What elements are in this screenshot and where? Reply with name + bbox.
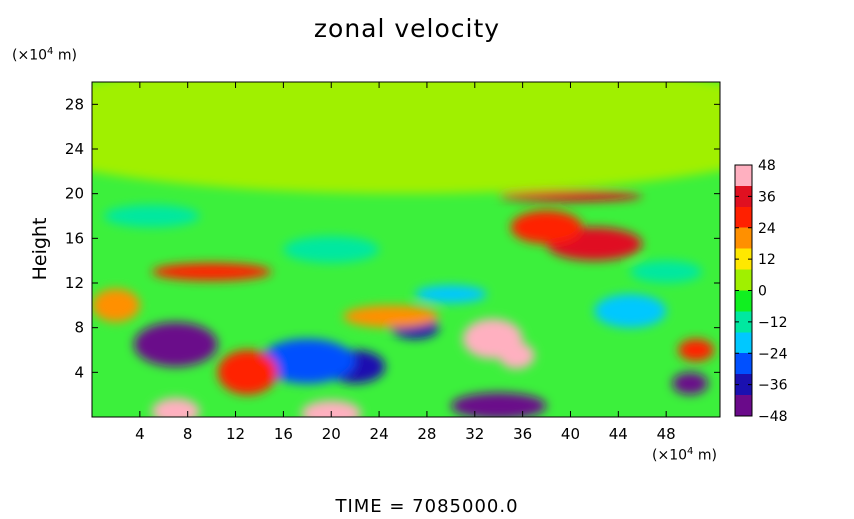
plot-frame: [91, 81, 721, 418]
heatmap-feature-18: [103, 204, 200, 228]
y-tick-label: 24: [65, 140, 84, 158]
x-tick-label: 44: [609, 425, 628, 443]
y-unit-suffix: m): [53, 47, 77, 64]
heatmap-feature-11: [151, 398, 200, 417]
colorbar-tick-label: −48: [758, 409, 788, 425]
heatmap-feature-0: [92, 82, 720, 194]
heatmap-feature-16: [151, 262, 272, 281]
x-tick-label: 40: [561, 425, 580, 443]
y-unit-prefix: (×10: [12, 47, 48, 64]
y-unit-exponent: 4: [47, 46, 54, 57]
x-unit-suffix: m): [693, 447, 717, 464]
y-tick-label: 8: [74, 319, 84, 337]
colorbar-tick-label: −12: [758, 315, 788, 331]
x-tick-label: 28: [417, 425, 436, 443]
colorbar-tick-label: −24: [758, 346, 788, 362]
colorbar-tick-label: 0: [758, 284, 767, 300]
heatmap-feature-1: [133, 322, 218, 367]
x-tick-label: 16: [274, 425, 293, 443]
y-tick-label: 4: [74, 363, 84, 381]
colorbar-tick-label: 12: [758, 252, 776, 268]
x-tick-label: 24: [370, 425, 389, 443]
y-tick-label: 16: [65, 229, 84, 247]
chart-title: zonal velocity: [313, 14, 501, 43]
x-tick-label: 12: [226, 425, 245, 443]
heatmap-feature-21: [414, 285, 487, 304]
heatmap-feature-17: [343, 305, 439, 328]
heatmap-feature-13: [672, 372, 709, 395]
heatmap-feature-20: [498, 190, 643, 202]
time-label: TIME = 7085000.0: [335, 496, 519, 517]
heatmap-feature-9: [510, 210, 583, 244]
x-unit-prefix: (×10: [652, 447, 688, 464]
heatmap-feature-7: [498, 342, 535, 369]
heatmap-feature-15: [678, 338, 715, 362]
heatmap-feature-5: [217, 350, 278, 395]
x-tick-label: 20: [322, 425, 341, 443]
colorbar-tick-label: −36: [758, 378, 788, 394]
heatmap-field: [92, 82, 720, 417]
y-axis-unit: (×104 m): [12, 46, 77, 64]
heatmap-feature-10: [301, 400, 362, 417]
x-axis-unit: (×104 m): [652, 446, 717, 464]
y-tick-label: 28: [65, 95, 84, 113]
heatmap-feature-12: [450, 392, 547, 417]
x-tick-label: 4: [135, 425, 145, 443]
heatmap-feature-22: [630, 260, 703, 284]
heatmap-feature-19: [283, 236, 380, 263]
y-tick-label: 12: [65, 274, 84, 292]
colorbar-tick-label: 36: [758, 189, 776, 205]
heatmap-feature-23: [92, 288, 140, 323]
heatmap-feature-14: [594, 294, 667, 328]
x-tick-label: 32: [465, 425, 484, 443]
x-tick-label: 48: [657, 425, 676, 443]
x-unit-exponent: 4: [687, 446, 694, 457]
y-tick-label: 20: [65, 185, 84, 203]
heatmap-feature-3: [259, 338, 356, 384]
x-tick-label: 8: [183, 425, 193, 443]
colorbar-tick-label: 24: [758, 221, 776, 237]
x-tick-label: 36: [513, 425, 532, 443]
colorbar-tick-label: 48: [758, 158, 776, 174]
